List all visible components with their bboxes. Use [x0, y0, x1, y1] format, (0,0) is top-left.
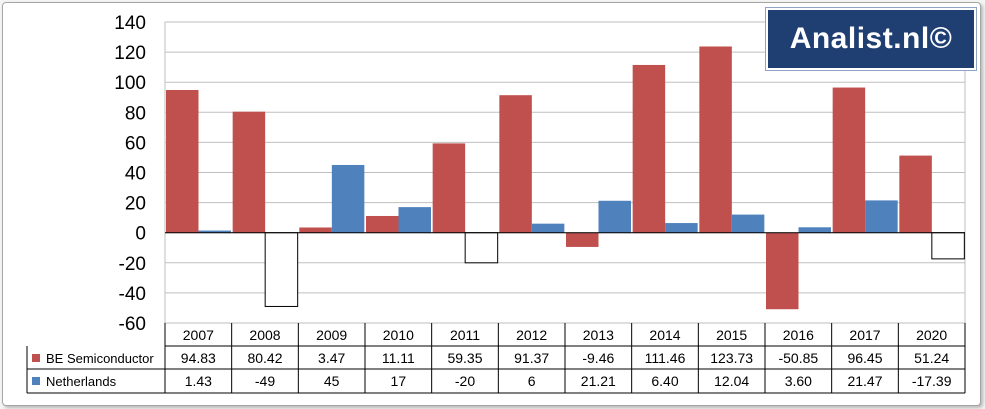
- data-label: -49: [255, 373, 275, 389]
- bar-netherlands: [531, 223, 565, 233]
- data-label: 12.04: [714, 373, 749, 389]
- data-label: 59.35: [447, 350, 482, 366]
- y-tick-label: 100: [114, 73, 146, 94]
- x-tick-label: 2012: [516, 327, 547, 343]
- bar-be-semiconductor: [832, 87, 866, 233]
- data-label: 11.11: [382, 350, 415, 366]
- data-label: 94.83: [181, 350, 216, 366]
- data-label: -20: [455, 373, 475, 389]
- bar-be-semiconductor: [699, 46, 732, 233]
- data-label: 1.43: [185, 373, 212, 389]
- y-tick-label: 0: [135, 224, 146, 245]
- x-tick-label: 2020: [916, 327, 947, 343]
- brand-logo: Analist.nl©: [766, 8, 976, 70]
- data-label: 6: [528, 373, 536, 389]
- legend-swatch-be-semiconductor: [32, 354, 40, 362]
- bar-netherlands: [865, 200, 898, 233]
- data-label: 6.40: [651, 373, 678, 389]
- bar-be-semiconductor: [499, 95, 532, 233]
- bar-be-semiconductor: [899, 155, 932, 233]
- x-tick-label: 2017: [849, 327, 880, 343]
- bar-be-semiconductor: [766, 232, 799, 310]
- data-label: -17.39: [912, 373, 952, 389]
- data-label: 123.73: [710, 350, 753, 366]
- x-tick-label: 2014: [649, 327, 680, 343]
- x-tick-label: 2013: [583, 327, 614, 343]
- bar-netherlands: [798, 227, 831, 233]
- y-tick-label: 40: [125, 164, 146, 185]
- bar-be-semiconductor: [632, 64, 666, 233]
- y-tick-label: 80: [125, 103, 146, 124]
- x-tick-label: 2016: [783, 327, 814, 343]
- bar-netherlands: [931, 232, 965, 260]
- bar-netherlands: [731, 214, 765, 233]
- x-tick-label: 2009: [316, 327, 347, 343]
- x-tick-label: 2010: [383, 327, 414, 343]
- y-tick-label: -60: [119, 314, 146, 335]
- x-tick-label: 2008: [249, 327, 280, 343]
- data-label: 111.46: [645, 350, 686, 366]
- data-label: -9.46: [582, 350, 614, 366]
- bar-netherlands: [464, 232, 499, 264]
- bar-netherlands: [331, 164, 365, 233]
- legend-label: BE Semiconductor: [46, 351, 154, 366]
- x-tick-label: 2015: [716, 327, 747, 343]
- y-tick-label: 140: [114, 13, 146, 34]
- data-label: 3.60: [785, 373, 812, 389]
- legend-label: Netherlands: [46, 374, 117, 389]
- bar-netherlands: [665, 223, 698, 233]
- data-label: -50.85: [778, 350, 818, 366]
- data-label: 91.37: [514, 350, 549, 366]
- data-label: 51.24: [914, 350, 949, 366]
- legend-swatch-netherlands: [32, 377, 40, 385]
- bar-netherlands: [398, 207, 431, 233]
- data-label: 21.21: [581, 373, 616, 389]
- y-tick-label: 120: [114, 43, 146, 64]
- y-tick-label: 20: [125, 194, 146, 215]
- data-label: 17: [391, 373, 407, 389]
- data-label: 80.42: [247, 350, 282, 366]
- data-label: 96.45: [847, 350, 882, 366]
- x-tick-label: 2007: [183, 327, 214, 343]
- bar-be-semiconductor: [432, 143, 466, 233]
- data-label: 45: [324, 373, 340, 389]
- bar-netherlands: [264, 232, 299, 307]
- data-label: 21.47: [847, 373, 882, 389]
- bar-be-semiconductor: [232, 111, 266, 233]
- bar-netherlands: [198, 230, 231, 233]
- y-tick-label: -40: [119, 284, 146, 305]
- data-label: 3.47: [318, 350, 345, 366]
- brand-logo-text: Analist.nl©: [789, 22, 953, 55]
- bar-be-semiconductor: [299, 227, 332, 233]
- y-tick-label: -20: [119, 254, 146, 275]
- x-tick-label: 2011: [450, 327, 480, 343]
- bar-be-semiconductor: [166, 89, 199, 233]
- bar-be-semiconductor: [566, 232, 599, 247]
- bar-be-semiconductor: [366, 215, 399, 233]
- bar-netherlands: [598, 200, 631, 233]
- y-tick-label: 60: [125, 133, 146, 154]
